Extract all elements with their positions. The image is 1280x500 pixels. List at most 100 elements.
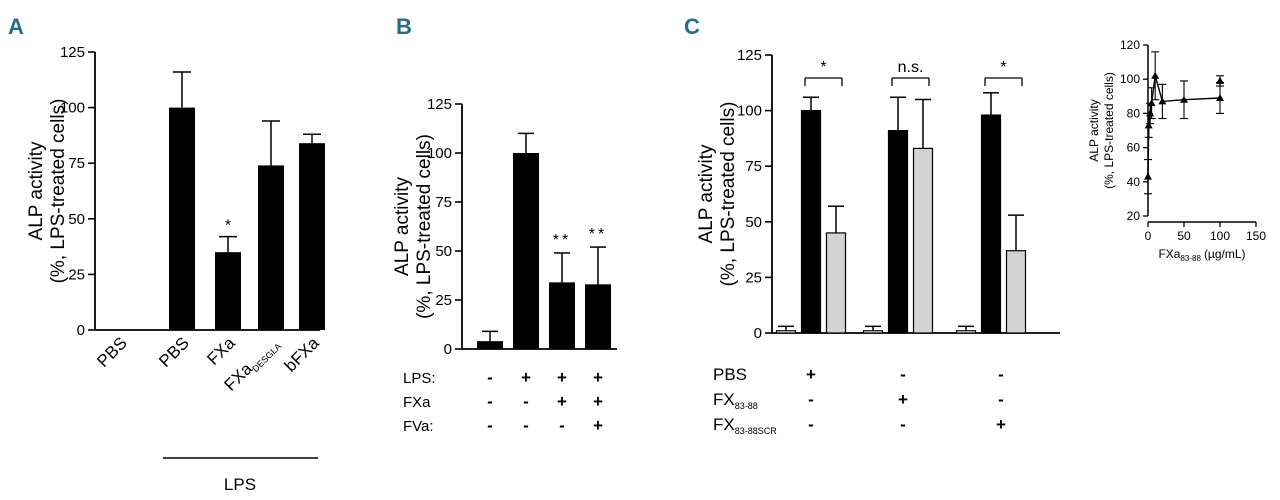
chart-a-y-tick-label: 100 [60,100,85,117]
chart-b-condition-sign: + [593,392,603,411]
chart-b-condition-sign: + [557,392,567,411]
chart-a-y-axis-title: ALP activity(%, LPS-treated cells) [26,99,69,284]
chart-c-y-tick-label: 75 [745,158,762,175]
chart-a-y-tick-label: 0 [77,322,85,339]
chart-b-condition-sign: - [487,416,493,435]
chart-b-y-tick-label: 50 [435,243,452,260]
chart-c-bracket-label: * [1000,59,1006,76]
chart-b-condition-sign: + [557,368,567,387]
chart-a-x-tick-label: PBS [93,333,130,370]
inset-y-tick-label: 80 [1127,106,1141,120]
chart-c: 0 25 50 75 100 125 ALP activity(%, LPS-treated… [696,47,1060,436]
chart-c-condition-sign: + [996,415,1006,434]
chart-c-condition-sign: - [808,390,814,409]
chart-a-x-tick-main: FXa [221,359,257,395]
chart-b-condition-label: FXa [403,394,431,411]
inset-y-tick-label: 100 [1120,72,1140,86]
chart-c-bar [775,330,797,334]
inset-data-point [1216,76,1224,84]
inset-x-axis-title: FXa83-88 (µg/mL) [1158,247,1245,263]
chart-a-x-tick-main: PBS [93,333,130,370]
chart-a-y-tick-label: 25 [68,266,85,283]
inset-x-axis-title-main: FXa [1158,247,1180,261]
inset-data-point [1147,99,1156,107]
chart-b-condition-sign: + [593,368,603,387]
chart-c-condition-label-main: FX [713,415,735,434]
inset-y-tick-label: 120 [1120,38,1140,52]
inset-x-tick-label: 0 [1145,229,1152,243]
chart-c-condition-label: FX83-88 [713,390,758,411]
inset-y-axis-title-line2: (%, LPS-treated cells) [1102,72,1116,189]
chart-c-condition-sign: - [900,415,906,434]
chart-b-condition-label: LPS: [403,370,436,387]
chart-b-bar [513,153,539,349]
chart-a-y-axis-title-line2: (%, LPS-treated cells) [48,99,69,284]
inset-data-point [1144,121,1153,129]
inset-y-axis-title-line1: ALP activity [1087,99,1101,161]
chart-b-bar [549,282,575,349]
inset-y-tick-label: 60 [1127,141,1141,155]
chart-b-y-tick-label: 75 [435,194,452,211]
chart-a-y-tick-label: 50 [68,211,85,228]
chart-c-condition-label-sub: 83-88 [735,401,758,411]
chart-c-bar [1005,250,1027,334]
chart-b-significance: ** [553,232,571,249]
chart-c-bar [955,330,977,334]
chart-c-bracket-label: n.s. [898,59,924,76]
inset-x-tick-label: 50 [1177,229,1191,243]
chart-b-y-tick-label: 100 [427,145,452,162]
chart-c-y-tick-label: 0 [754,325,762,342]
chart-c-condition-sign: + [806,365,816,384]
inset-y-axis-title: ALP activity(%, LPS-treated cells) [1087,72,1116,189]
chart-c-y-tick-label: 25 [745,269,762,286]
chart-c-y-tick-label: 100 [737,103,762,120]
chart-b-condition-sign: + [521,368,531,387]
chart-b-condition-sign: - [523,392,529,411]
chart-c-condition-label: FX83-88SCR [713,415,777,436]
chart-c-y-tick-label: 125 [737,47,762,64]
chart-b-condition-sign: - [559,416,565,435]
chart-a-x-tick-label: PBS [155,333,192,370]
chart-a-x-tick-main: FXa [203,333,239,369]
chart-c-y-axis-title-line2: (%, LPS-treated cells) [718,102,739,287]
chart-b-y-tick-label: 25 [435,292,452,309]
chart-a-x-tick-label: FXa [203,333,239,369]
chart-c-condition-label: PBS [713,365,747,384]
chart-c-bar [825,232,847,334]
chart-b-y-axis-title-line1: ALP activity [392,177,413,276]
chart-b-condition-sign: - [487,368,493,387]
inset-x-axis-title-unit: (µg/mL) [1204,247,1246,261]
inset-data-point [1216,94,1224,102]
chart-b-bar [477,341,503,349]
chart-c-inset: 20 40 60 80 100 120 0 50 100 150 ALP activity(%, L… [1087,38,1266,263]
panel-letter-b: B [396,14,412,39]
chart-c-condition-sign: + [898,390,908,409]
chart-a-x-tick-sub: DESGLA [250,341,283,374]
panel-letter-a: A [8,14,24,39]
chart-b-condition-label: FVa: [403,418,434,435]
chart-c-y-tick-label: 50 [745,214,762,231]
chart-b-y-tick-label: 125 [427,96,452,113]
chart-b-condition-sign: + [593,416,603,435]
chart-a: 0 25 50 75 100 125 ALP activity(%, LPS-treated… [26,44,325,494]
chart-b-significance: ** [589,226,607,243]
chart-b-y-axis-title: ALP activity(%, LPS-treated cells) [392,134,435,319]
chart-c-condition-sign: - [900,365,906,384]
inset-x-tick-label: 150 [1246,229,1266,243]
inset-data-point [1146,109,1155,117]
chart-c-bracket-label: * [820,59,826,76]
chart-c-bar [980,114,1002,334]
chart-a-y-tick-label: 125 [60,44,85,61]
chart-c-bar [887,130,909,334]
chart-c-bar [862,330,884,334]
chart-b-y-axis-title-line2: (%, LPS-treated cells) [414,134,435,319]
chart-c-condition-label-sub: 83-88SCR [735,426,778,436]
chart-b-bar [585,284,611,349]
chart-a-y-axis-title-line1: ALP activity [26,141,47,240]
chart-b: 0 25 50 75 100 125 ALP activity(%, LPS-treated… [392,96,617,435]
inset-data-point [1144,172,1152,180]
inset-y-tick-label: 40 [1127,175,1141,189]
chart-a-bar [169,107,195,330]
